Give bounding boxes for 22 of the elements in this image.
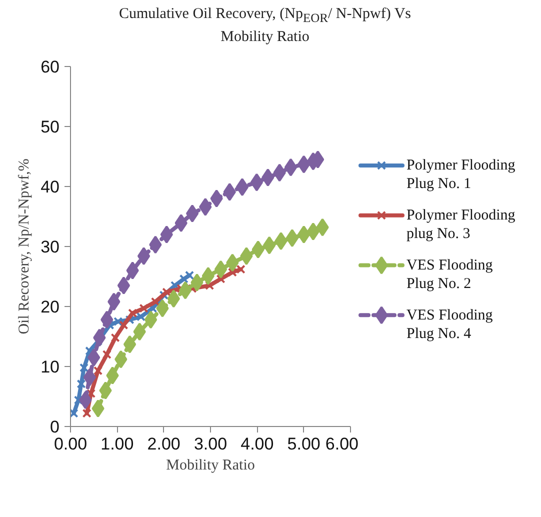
y-axis-title: Oil Recovery, Np/N-Npwf,%: [16, 158, 33, 334]
y-tick-label: 30: [40, 238, 60, 256]
legend-label: VES Flooding Plug No. 2: [406, 258, 494, 292]
x-tick-label: 0.00: [54, 434, 88, 454]
x-tick-label: 4.00: [240, 434, 274, 454]
y-tick-label: 50: [40, 118, 60, 136]
legend-label: Polymer Flooding plug No. 3: [406, 208, 516, 242]
text: Mobility Ratio: [166, 458, 255, 474]
x-tick-label: 3.00: [194, 434, 228, 454]
y-tick-label: 20: [40, 298, 60, 316]
y-tick-label: 0: [50, 418, 60, 436]
x-tick-label: 6.00: [325, 434, 359, 454]
x-tick-label: 2.00: [147, 434, 180, 454]
y-tick-label: 10: [40, 358, 60, 376]
y-tick-label: 60: [40, 58, 60, 76]
x-tick-label: 1.00: [100, 434, 134, 454]
x-axis-title: Mobility Ratio: [220, 29, 310, 45]
x-tick-label: 5.00: [287, 434, 320, 454]
legend-label: VES Flooding Plug No. 4: [406, 307, 494, 342]
chart-title: Cumulative Oil Recovery, (Np$_{EOR}$/ N-Npwf) Vs: [118, 6, 412, 25]
legend-label: Polymer Flooding Plug No. 1: [406, 158, 516, 192]
y-tick-label: 40: [40, 178, 60, 196]
